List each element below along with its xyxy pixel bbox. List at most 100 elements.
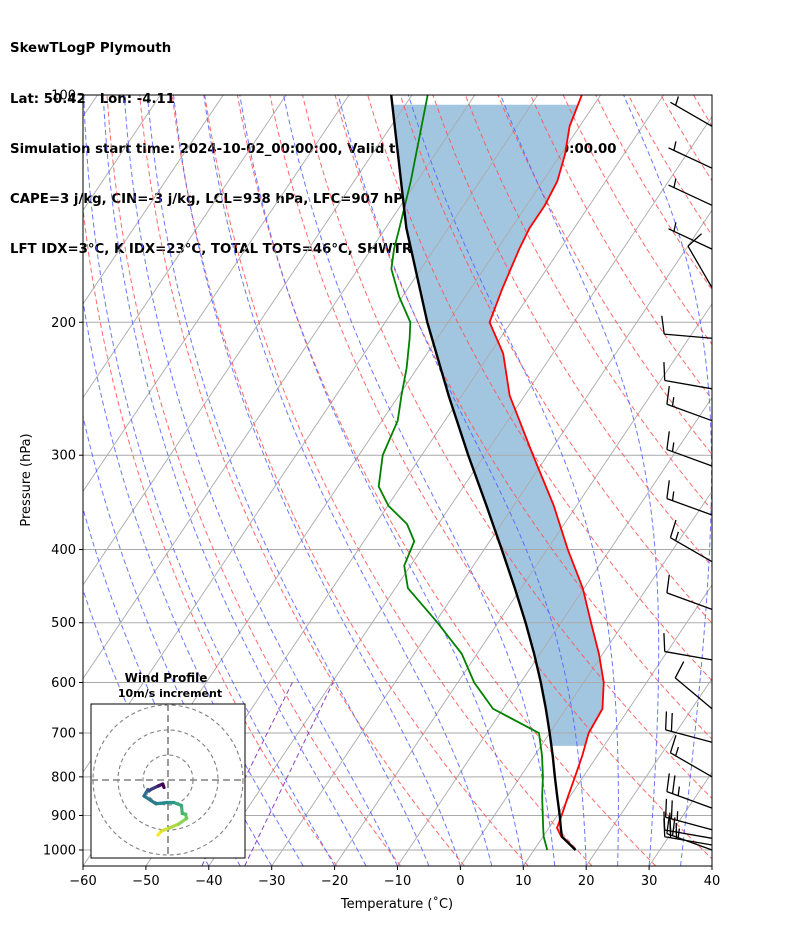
isotherm-line	[83, 95, 287, 399]
wind-barb	[666, 773, 713, 809]
wind-barb	[668, 141, 713, 169]
dry-adiabat	[367, 95, 712, 682]
moist-adiabat	[83, 95, 336, 866]
wind-barb-flag	[670, 712, 673, 732]
wind-barb-flag	[663, 633, 666, 652]
x-tick-label: −20	[321, 874, 348, 889]
isotherm-line	[83, 95, 413, 586]
dry-adiabat	[464, 95, 712, 511]
wind-barb-half-flag	[675, 746, 680, 757]
wind-barb-staff	[666, 832, 713, 851]
wind-barb	[666, 385, 713, 422]
moist-adiabat	[283, 95, 556, 866]
wind-barb-staff	[665, 816, 713, 831]
dewpoint-line	[377, 95, 549, 851]
wind-barb-staff	[664, 333, 713, 339]
wind-barb	[661, 315, 713, 339]
temperature-line	[488, 95, 605, 851]
wind-barb-flag	[663, 362, 666, 381]
y-tick-label: 700	[51, 727, 76, 742]
x-tick-label: 40	[704, 874, 721, 889]
moist-adiabat	[337, 95, 587, 866]
wind-barb-staff	[666, 592, 713, 610]
mixing-ratio-line	[244, 682, 334, 866]
wind-barb-flag	[671, 775, 676, 794]
wind-barb-staff	[668, 228, 713, 250]
y-tick-label: 1000	[43, 844, 76, 859]
y-tick-label: 900	[51, 809, 76, 824]
parcel-line	[390, 95, 577, 851]
wind-barb	[670, 96, 713, 127]
wind-barb-flag	[669, 812, 672, 832]
y-axis-label: Pressure (hPa)	[19, 433, 34, 526]
y-tick-label: 600	[51, 676, 76, 691]
isotherm-line	[83, 95, 476, 680]
wind-barb	[669, 519, 713, 563]
skewed-isotherms	[83, 95, 712, 866]
dry-adiabat	[660, 95, 712, 182]
moist-adiabat	[146, 95, 430, 866]
isotherm-line	[83, 95, 224, 305]
isotherm-line	[83, 95, 350, 493]
dry-adiabat	[139, 95, 465, 866]
wind-barb-staff	[666, 448, 713, 467]
x-tick-label: −60	[69, 874, 96, 889]
y-tick-label: 300	[51, 449, 76, 464]
dry-adiabat	[106, 95, 402, 866]
moist-adiabat	[239, 95, 524, 866]
hodograph-title: Wind Profile	[125, 671, 208, 685]
x-tick-label: 20	[578, 874, 595, 889]
moist-adiabat	[711, 862, 712, 866]
isotherm-line	[271, 209, 712, 866]
wind-barb	[669, 735, 713, 778]
wind-barb-flag	[666, 574, 670, 594]
wind-barb-half-flag	[673, 222, 677, 232]
wind-barb-flag	[661, 315, 665, 335]
wind-barb	[663, 633, 713, 661]
hodograph-segment	[167, 822, 181, 830]
wind-barb-flag	[670, 800, 673, 819]
isotherm-line	[397, 396, 712, 866]
wind-barb-staff	[687, 245, 713, 289]
x-tick-label: 0	[456, 874, 464, 889]
wind-barb-staff	[668, 147, 713, 169]
wind-barb-half-flag	[671, 491, 675, 501]
wind-barb-staff	[664, 379, 713, 390]
moist-adiabat	[83, 588, 210, 866]
profile-lines	[377, 95, 605, 851]
dry-adiabat	[334, 95, 712, 740]
wind-barb-flag	[666, 385, 670, 405]
wind-barb-half-flag	[677, 786, 681, 796]
x-axis-label: Temperature (˚C)	[340, 896, 453, 912]
wind-barb	[663, 811, 713, 839]
wind-barb	[666, 480, 713, 516]
wind-barb-staff	[670, 101, 713, 127]
wind-barb-staff	[666, 791, 713, 809]
wind-barb-flag	[674, 661, 685, 679]
dry-adiabat	[204, 95, 593, 866]
wind-barb	[664, 798, 713, 831]
wind-barb-flag	[666, 773, 670, 792]
station-title: SkewTLogP Plymouth	[10, 41, 172, 57]
wind-barb	[687, 233, 713, 289]
dry-adiabat	[236, 95, 657, 866]
hodograph-inset: Wind Profile 10m/s increment	[90, 671, 246, 859]
wind-barb-staff	[664, 650, 713, 661]
x-tick-label: 30	[641, 874, 658, 889]
wind-barb-half-flag	[673, 178, 677, 188]
x-axis: −60 −50 −40 −30 −20 −10 0 10 20 30 40	[69, 866, 720, 889]
wind-barb	[674, 661, 713, 710]
plot-area	[83, 95, 712, 866]
cape-shaded-area	[392, 104, 604, 746]
wind-barb-flag	[669, 735, 677, 754]
x-tick-label: −10	[384, 874, 411, 889]
wind-barb-flag	[671, 817, 676, 836]
y-tick-label: 100	[51, 89, 76, 104]
cape-shading	[392, 104, 604, 746]
dry-adiabat	[595, 95, 712, 291]
wind-barb	[666, 574, 713, 610]
x-tick-label: −30	[258, 874, 285, 889]
dry-adiabats	[83, 95, 712, 866]
moist-adiabat	[102, 95, 367, 866]
